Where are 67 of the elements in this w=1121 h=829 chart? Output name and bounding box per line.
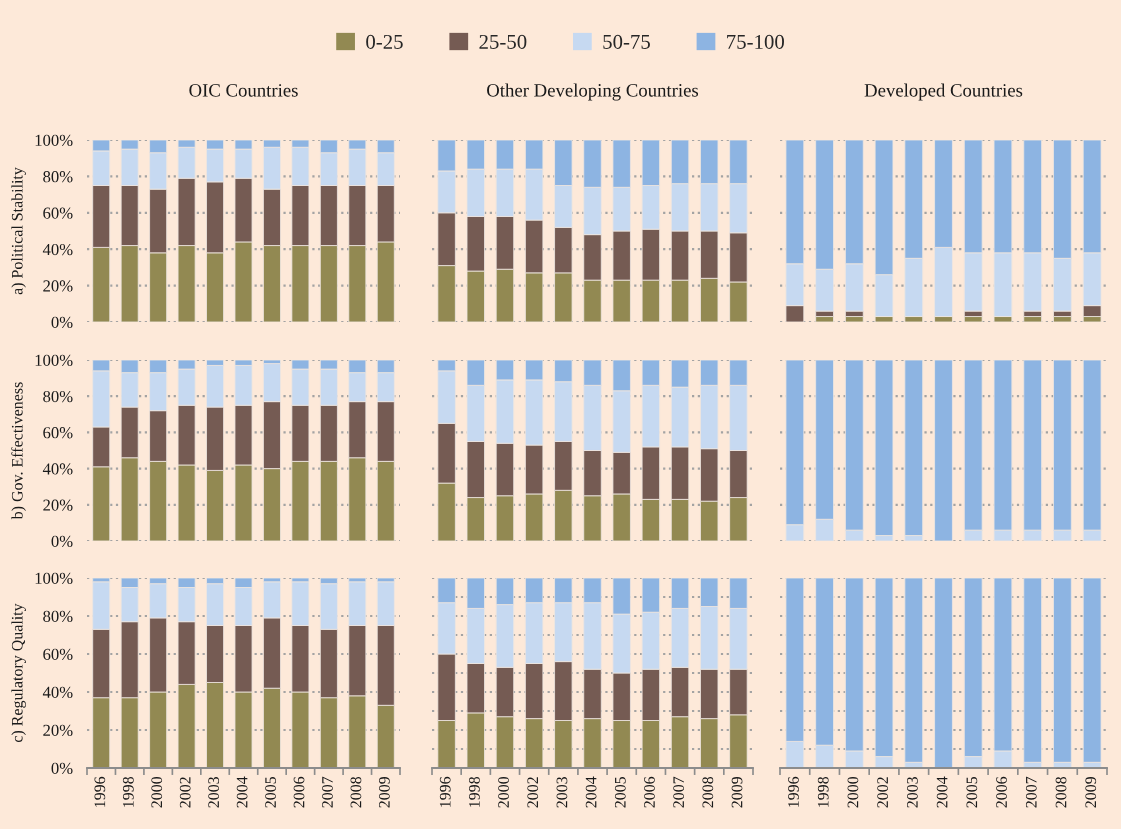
- legend-label: 0-25: [366, 34, 403, 49]
- y-tick-label: 20%: [43, 499, 73, 511]
- x-tick-label: 1996: [788, 776, 799, 807]
- y-tick-label: 100%: [35, 354, 73, 366]
- y-tick-label: 80%: [43, 610, 73, 622]
- y-tick-label: 60%: [43, 207, 73, 219]
- x-tick-label: 2000: [847, 776, 859, 808]
- y-tick-label: 40%: [42, 243, 73, 256]
- x-tick-label: 2003: [556, 776, 568, 808]
- y-tick-label: 0%: [51, 762, 73, 774]
- x-tick-label: 2008: [1055, 776, 1067, 808]
- y-tick-label: 20%: [43, 724, 73, 736]
- bar: [1053, 578, 1072, 763]
- x-tick-label: 2003: [906, 776, 918, 808]
- y-tick-label: 100%: [35, 572, 73, 584]
- x-tick-label: 2004: [936, 776, 948, 808]
- x-tick-label: 2009: [1085, 776, 1097, 808]
- bar: [934, 360, 953, 541]
- x-tick-label: 1996: [94, 776, 106, 807]
- x-tick-label: 2002: [527, 777, 539, 808]
- x-tick-label: 2009: [731, 776, 743, 808]
- legend-label: 75-100: [727, 34, 784, 49]
- x-tick-label: 1998: [122, 776, 134, 807]
- y-axis-title: a) Political Stability: [11, 167, 26, 295]
- x-tick-label: 2008: [350, 776, 362, 808]
- legend-label: 50-75: [603, 34, 650, 49]
- chart-title: Developed Countries: [864, 83, 1023, 101]
- y-tick-label: 60%: [43, 648, 73, 660]
- bar: [1082, 578, 1102, 763]
- x-tick-label: 2007: [1025, 776, 1037, 808]
- legend-label: 25-50: [479, 34, 527, 49]
- bar: [904, 578, 924, 763]
- x-tick-label: 2005: [614, 776, 626, 808]
- y-tick-label: 80%: [43, 390, 73, 403]
- x-tick-label: 2007: [673, 776, 685, 808]
- x-tick-label: 2006: [996, 776, 1007, 808]
- y-tick-label: 40%: [42, 686, 73, 698]
- y-tick-label: 60%: [43, 427, 73, 439]
- y-tick-label: 20%: [43, 280, 73, 292]
- x-tick-label: 2006: [644, 776, 655, 808]
- y-tick-label: 0%: [51, 316, 73, 328]
- y-axis-title: b) Gov. Effectiveness: [11, 382, 26, 520]
- x-tick-label: 2005: [966, 776, 978, 808]
- x-tick-label: 1998: [817, 776, 829, 807]
- y-tick-label: 40%: [42, 463, 73, 475]
- x-tick-label: 2006: [293, 776, 305, 808]
- x-tick-label: 2005: [265, 776, 276, 808]
- x-tick-label: 1996: [439, 776, 451, 807]
- x-tick-label: 2008: [702, 776, 714, 808]
- bar: [934, 578, 953, 768]
- chart-title: Other Developing Countries: [487, 83, 699, 101]
- y-tick-label: 100%: [35, 134, 73, 146]
- x-tick-label: 2002: [179, 777, 191, 808]
- bar: [1023, 578, 1043, 763]
- x-tick-label: 2007: [322, 776, 333, 808]
- x-tick-label: 2002: [877, 777, 889, 808]
- x-tick-label: 2004: [585, 776, 597, 808]
- x-tick-label: 1998: [468, 776, 480, 807]
- x-tick-label: 2003: [208, 776, 220, 808]
- chart-title: OIC Countries: [189, 84, 298, 97]
- x-tick-label: 2004: [236, 776, 248, 808]
- y-tick-label: 0%: [51, 535, 73, 547]
- y-tick-label: 80%: [43, 171, 73, 183]
- x-tick-label: 2009: [378, 776, 390, 808]
- x-tick-label: 2000: [151, 776, 163, 808]
- x-tick-label: 2000: [498, 776, 509, 808]
- y-axis-title: c) Regulatory Quality: [11, 603, 26, 743]
